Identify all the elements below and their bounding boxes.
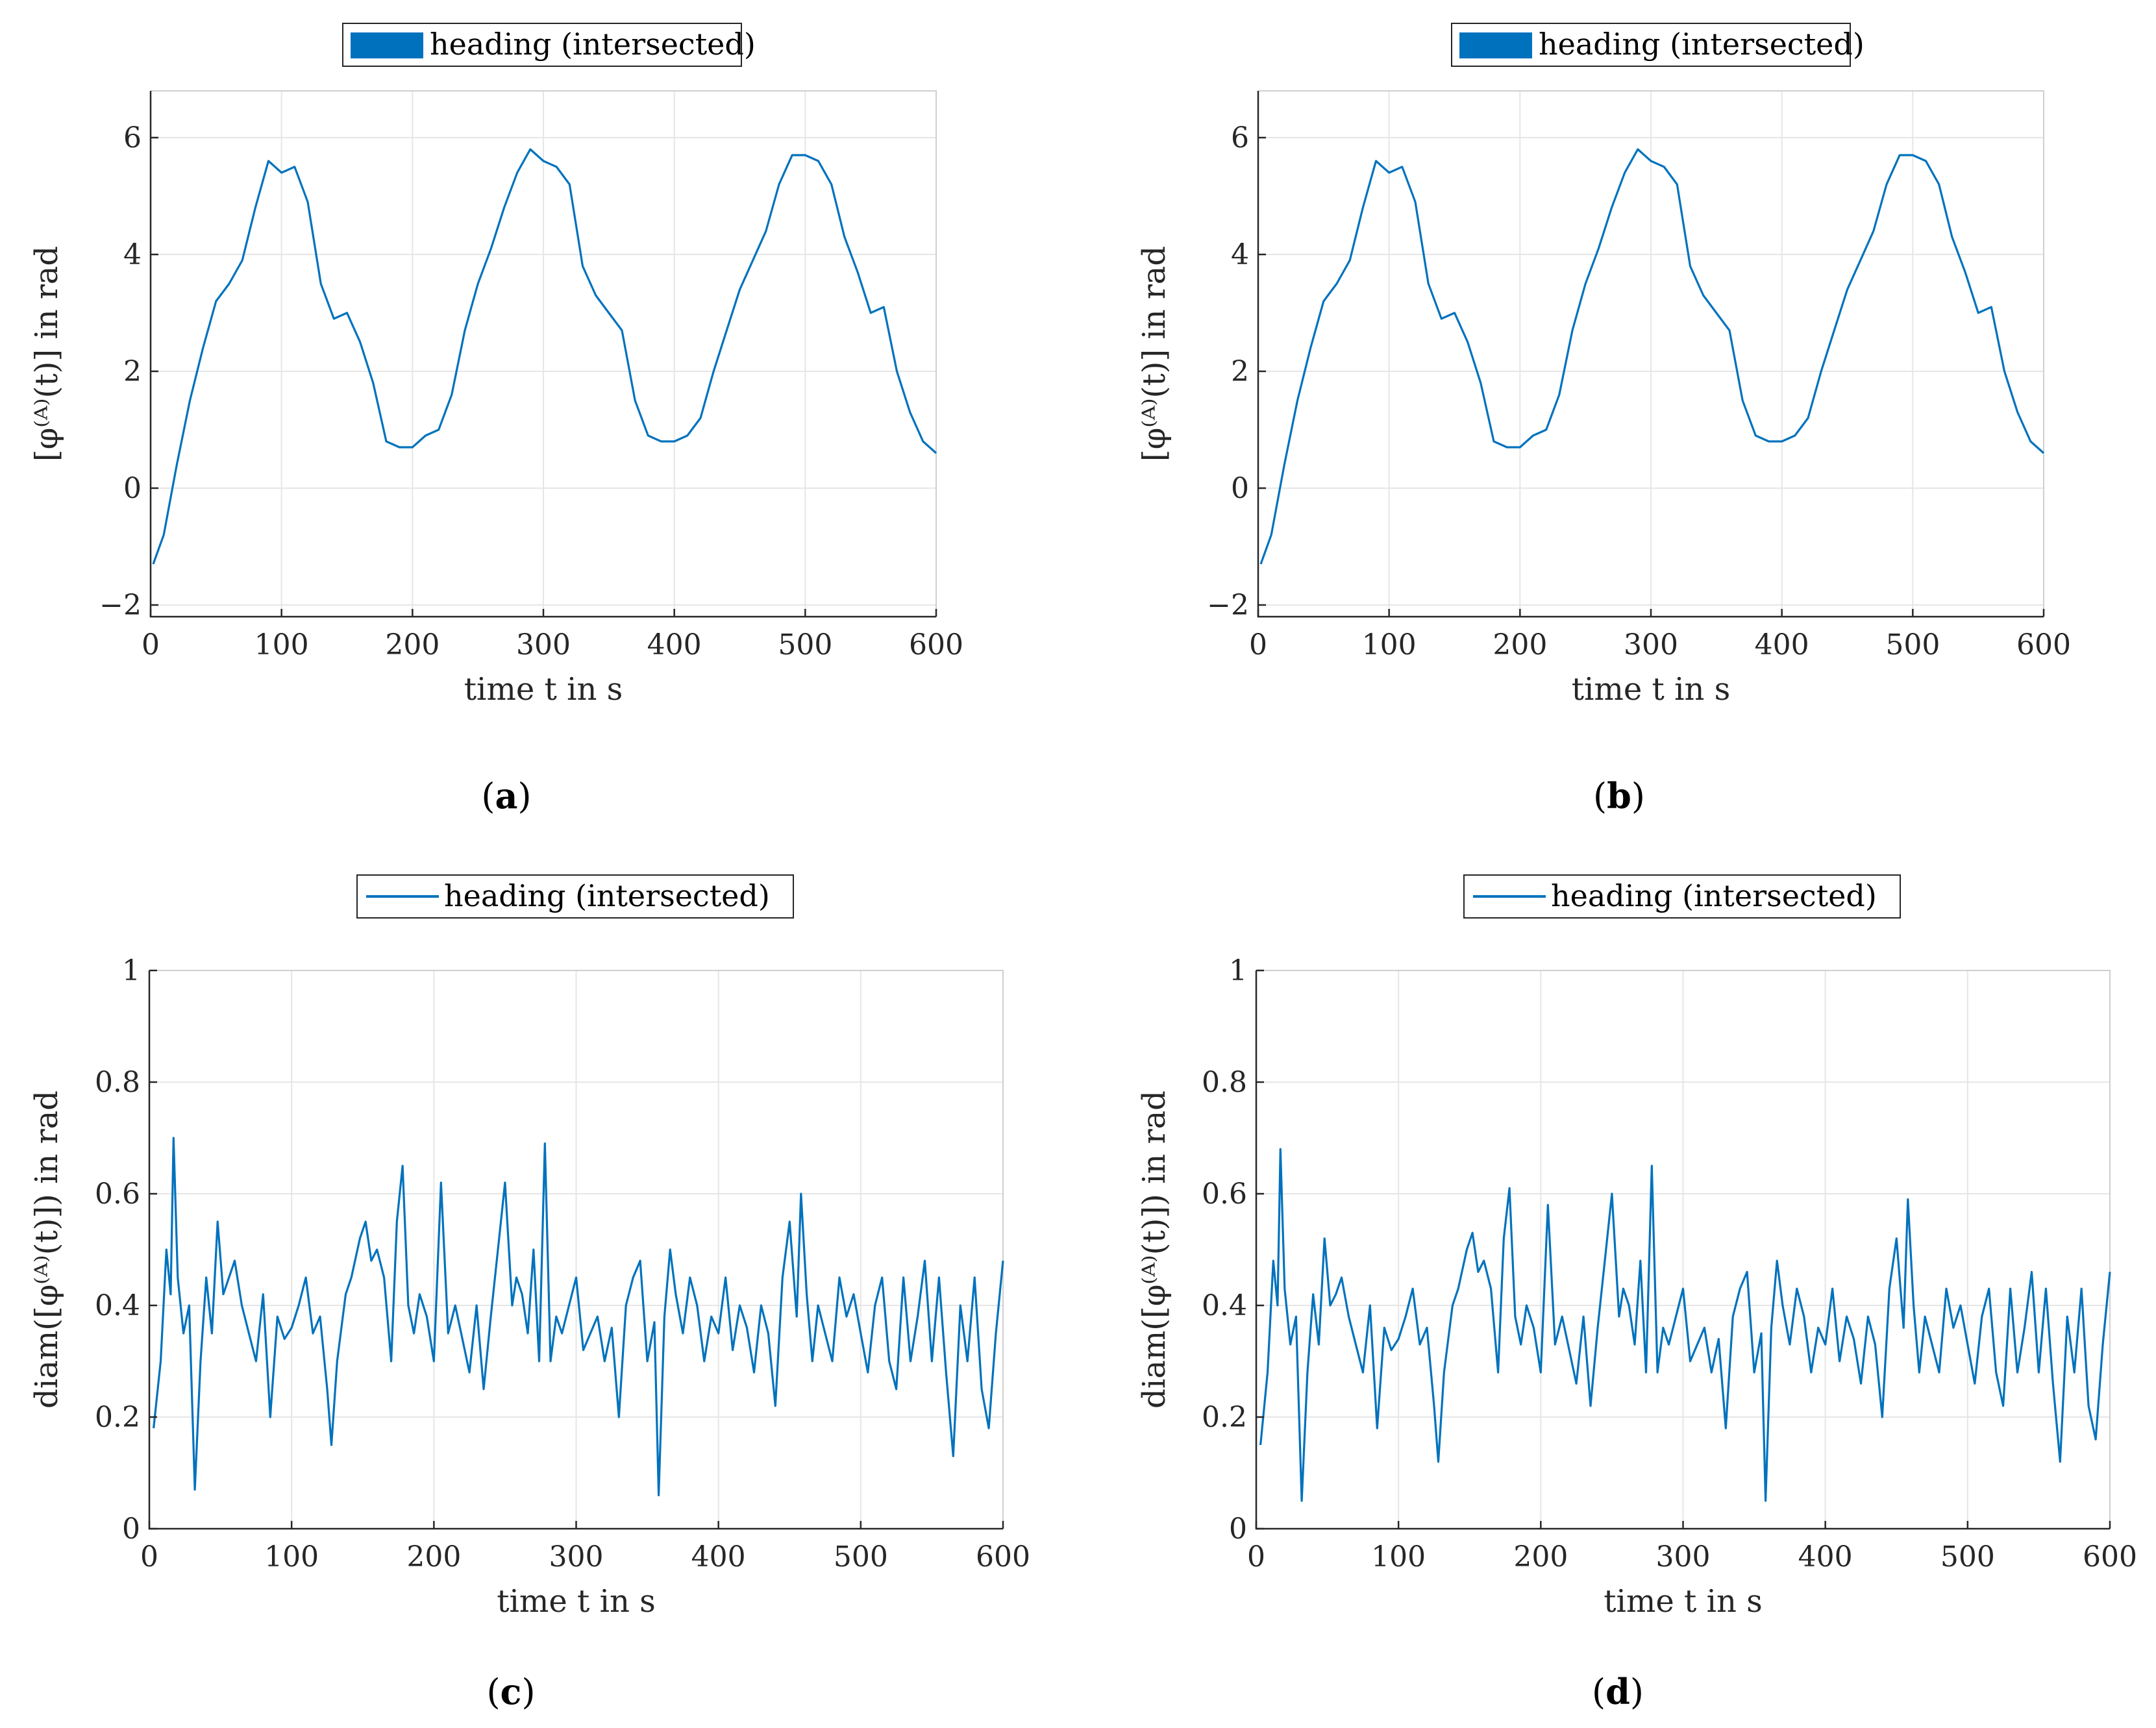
legend-label: heading (intersected) — [1539, 27, 1865, 62]
x-tick-label: 100 — [264, 1540, 319, 1574]
y-tick-label: −2 — [1207, 589, 1249, 622]
y-axis-label: [φ⁽ᴬ⁾(t)] in rad — [29, 246, 65, 462]
x-tick-label: 600 — [909, 628, 963, 661]
y-tick-label: −2 — [99, 589, 142, 622]
y-tick-label: 0.4 — [95, 1289, 140, 1322]
plot-box — [149, 970, 1004, 1529]
x-tick-label: 200 — [406, 1540, 461, 1574]
x-tick-label: 400 — [1755, 628, 1809, 661]
x-tick-label: 0 — [142, 628, 160, 661]
y-tick-label: 6 — [123, 121, 142, 154]
panel-caption: (d) — [1592, 1671, 1644, 1712]
x-tick-label: 500 — [778, 628, 832, 661]
x-tick-label: 100 — [1371, 1540, 1426, 1574]
x-tick-label: 500 — [1940, 1540, 1995, 1574]
y-tick-label: 0.8 — [1202, 1066, 1247, 1099]
chart-panel-d: 0 100 200 300 400 500 600 0 0.2 0.4 0.6 0.8 1 time t … — [1136, 874, 2137, 1712]
x-tick-label: 300 — [549, 1540, 604, 1574]
x-axis-label: time t in s — [1572, 671, 1731, 708]
y-tick-label: 4 — [123, 238, 142, 271]
x-tick-label: 0 — [140, 1540, 158, 1574]
series-line — [152, 148, 937, 565]
y-tick-label: 6 — [1231, 121, 1249, 154]
x-tick-label: 200 — [385, 628, 440, 661]
x-tick-label: 300 — [1656, 1540, 1711, 1574]
legend-label: heading (intersected) — [1551, 878, 1877, 913]
y-tick-label: 0.2 — [1202, 1401, 1247, 1434]
x-tick-label: 0 — [1249, 628, 1267, 661]
y-tick-label: 4 — [1231, 238, 1249, 271]
x-tick-label: 400 — [647, 628, 702, 661]
panel-caption: (c) — [486, 1671, 535, 1712]
x-tick-label: 500 — [834, 1540, 888, 1574]
y-tick-label: 0 — [122, 1512, 140, 1546]
series-line — [1259, 1148, 2111, 1502]
panel-caption: (a) — [481, 775, 531, 817]
y-tick-label: 2 — [123, 355, 142, 388]
x-tick-label: 300 — [1624, 628, 1678, 661]
x-tick-label: 300 — [516, 628, 571, 661]
plot-box — [1258, 90, 2044, 617]
y-tick-label: 0.8 — [95, 1066, 140, 1099]
panel-caption: (b) — [1593, 775, 1645, 817]
y-axis-label: diam([φ⁽ᴬ⁾(t)]) in rad — [29, 1091, 65, 1409]
x-tick-label: 600 — [2083, 1540, 2137, 1574]
legend: heading (intersected) — [342, 23, 756, 67]
x-tick-label: 100 — [254, 628, 309, 661]
y-tick-label: 0 — [1231, 472, 1249, 505]
y-tick-label: 0.6 — [1202, 1178, 1247, 1211]
x-tick-label: 100 — [1362, 628, 1417, 661]
x-tick-label: 500 — [1885, 628, 1940, 661]
x-tick-label: 400 — [1798, 1540, 1853, 1574]
y-tick-label: 2 — [1231, 355, 1249, 388]
series-line — [1259, 148, 2045, 565]
plot-box — [1256, 970, 2111, 1529]
y-tick-label: 0.2 — [95, 1401, 140, 1434]
y-tick-label: 1 — [122, 954, 140, 987]
x-axis-label: time t in s — [497, 1583, 656, 1620]
legend: heading (intersected) — [356, 874, 794, 919]
legend-label: heading (intersected) — [444, 878, 770, 913]
y-axis-label: diam([φ⁽ᴬ⁾(t)]) in rad — [1136, 1091, 1172, 1409]
series-line — [153, 1137, 1004, 1496]
y-tick-label: 1 — [1229, 954, 1247, 987]
legend: heading (intersected) — [1451, 23, 1865, 67]
x-axis-label: time t in s — [1604, 1583, 1763, 1620]
y-tick-label: 0 — [1229, 1512, 1247, 1546]
plot-box — [151, 90, 937, 617]
x-tick-label: 0 — [1247, 1540, 1265, 1574]
x-tick-label: 400 — [691, 1540, 746, 1574]
x-tick-label: 600 — [976, 1540, 1030, 1574]
legend-swatch — [351, 32, 423, 58]
x-tick-label: 200 — [1513, 1540, 1568, 1574]
legend-label: heading (intersected) — [430, 27, 756, 62]
x-tick-label: 200 — [1493, 628, 1547, 661]
y-tick-label: 0.4 — [1202, 1289, 1247, 1322]
chart-panel-c: 0 100 200 300 400 500 600 0 0.2 0.4 0.6 0.8 1 time t … — [29, 874, 1030, 1712]
x-tick-label: 600 — [2016, 628, 2071, 661]
legend: heading (intersected) — [1463, 874, 1901, 919]
x-axis-label: time t in s — [464, 671, 623, 708]
y-axis-label: [φ⁽ᴬ⁾(t)] in rad — [1136, 246, 1172, 462]
y-tick-label: 0.6 — [95, 1178, 140, 1211]
y-tick-label: 0 — [123, 472, 142, 505]
legend-swatch — [1459, 32, 1532, 58]
